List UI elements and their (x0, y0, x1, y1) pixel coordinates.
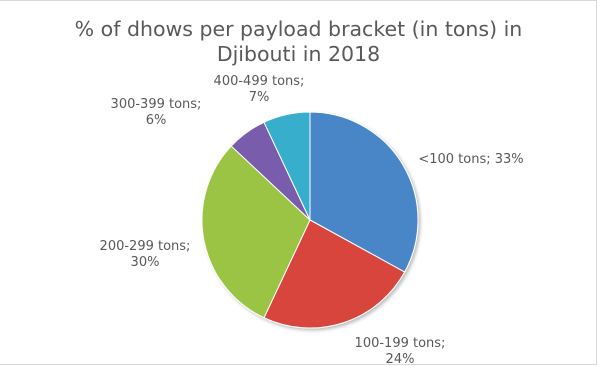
slice-label-1: <100 tons; 33% (418, 152, 523, 167)
pie-slice-5 (263, 111, 311, 221)
slice-label-3: 200-299 tons; 30% (100, 239, 191, 270)
pie-slice-1 (309, 111, 419, 273)
pie-slice-3 (201, 145, 311, 319)
slice-label-5: 400-499 tons; 7% (214, 74, 305, 105)
slice-label-2: 100-199 tons; 24% (355, 336, 446, 366)
chart-title: % of dhows per payload bracket (in tons)… (74, 17, 523, 66)
pie-slice-2 (263, 219, 406, 329)
slice-label-4: 300-399 tons; 6% (111, 97, 202, 128)
